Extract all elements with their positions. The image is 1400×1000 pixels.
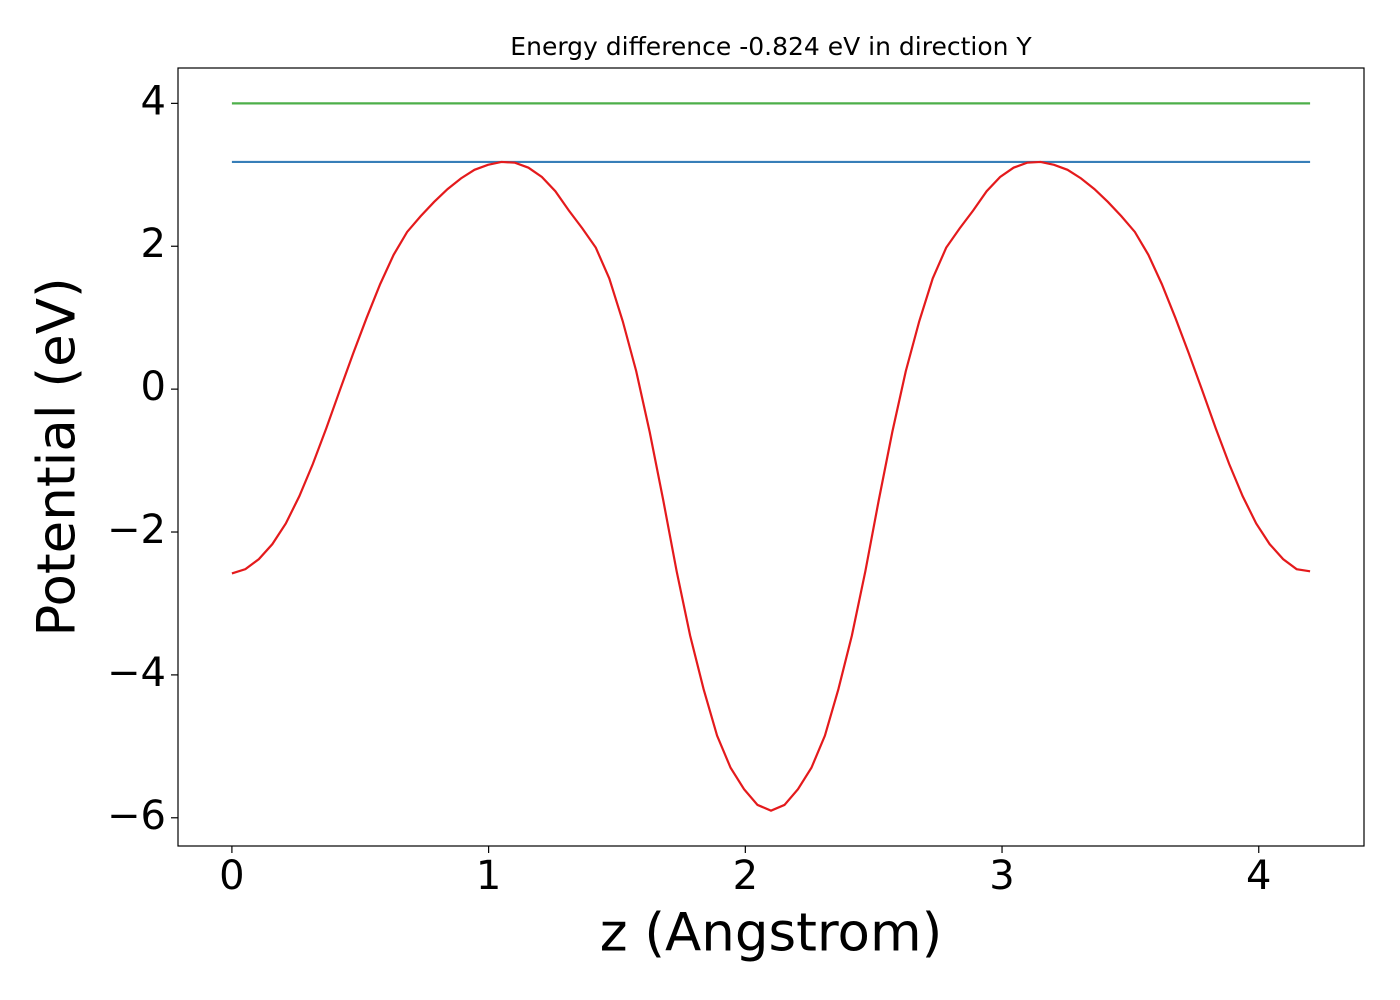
y-tick-label: 2 [141,221,166,267]
y-tick-label: 4 [141,78,166,124]
y-tick-label: −2 [107,507,166,553]
y-tick-label: −6 [107,793,166,839]
series-line [231,160,1311,812]
x-tick-label: 0 [219,853,244,899]
y-axis-label: Potential (eV) [27,277,88,636]
chart-title: Energy difference -0.824 eV in direction… [510,32,1032,61]
plot-frame [177,67,1365,847]
x-tick-label: 3 [989,853,1014,899]
x-tick-label: 1 [476,853,501,899]
x-tick-label: 2 [733,853,758,899]
y-tick-label: −4 [107,650,166,696]
y-tick-label: 0 [141,364,166,410]
x-tick-label: 4 [1246,853,1271,899]
x-axis-label: z (Angstrom) [600,903,943,964]
